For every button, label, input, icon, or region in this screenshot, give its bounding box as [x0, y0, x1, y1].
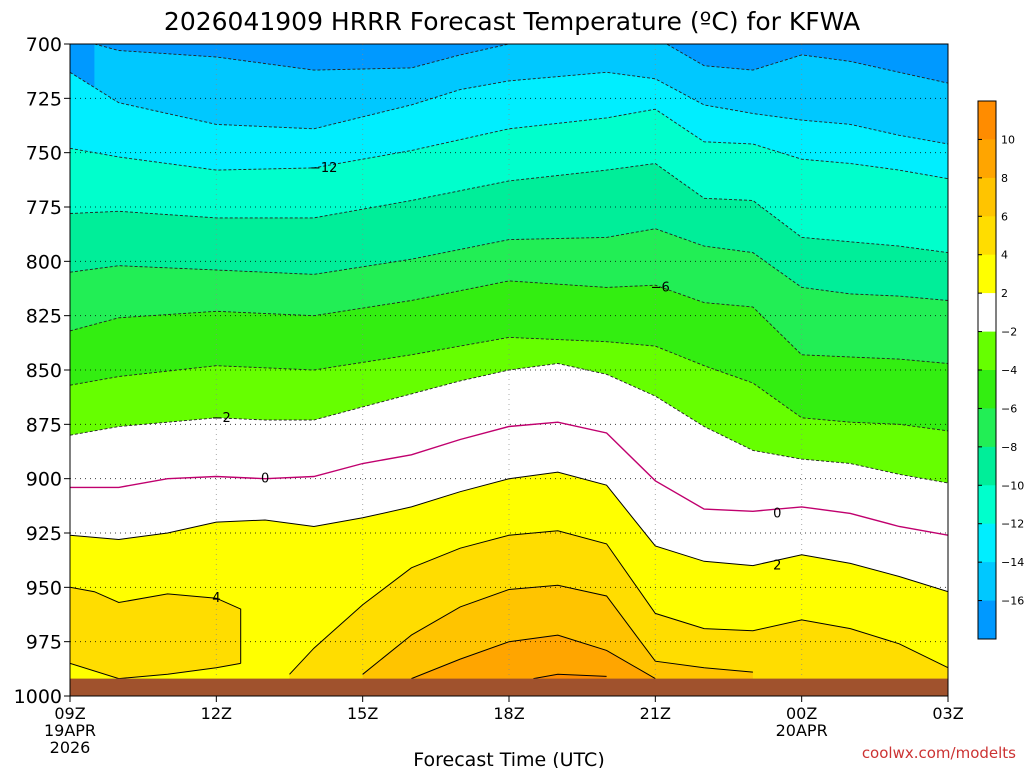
contour-label: 0	[773, 506, 781, 521]
contour-0	[70, 421, 948, 536]
y-tick-label: 825	[26, 306, 62, 328]
x-tick-label: 00Z	[786, 704, 817, 723]
colorbar: 10 8 6 4 2 −2 −4 −6 −8 −10 −12 −14 −16	[977, 100, 1024, 640]
y-tick-label: 1000	[14, 686, 62, 708]
x-tick-label: 03Z	[932, 704, 963, 723]
y-axis: 700 725 750 775 800 825 850 875 900 925 950 975 1000	[14, 34, 70, 708]
colorbar-label: 8	[1001, 172, 1008, 185]
colorbar-swatch	[978, 523, 996, 563]
y-tick-label: 775	[26, 197, 62, 219]
contour--2	[70, 363, 948, 484]
y-tick-label: 850	[26, 360, 62, 382]
colorbar-label: −16	[1001, 595, 1024, 608]
colorbar-label: 4	[1001, 249, 1008, 262]
colorbar-swatch	[978, 177, 996, 217]
colorbar-swatch	[978, 293, 996, 332]
contour-4	[70, 586, 242, 680]
x-date-label: 19APR	[44, 721, 96, 740]
ground-layer	[70, 678, 948, 696]
y-tick-label: 800	[26, 251, 62, 273]
colorbar-label: −12	[1001, 518, 1024, 531]
colorbar-label: −4	[1001, 364, 1017, 377]
x-tick-label: 18Z	[493, 704, 524, 723]
contour-lines	[70, 44, 948, 680]
contour-label: −12	[310, 161, 337, 176]
x-tick-label: 09Z	[54, 704, 85, 723]
x-year-label: 2026	[50, 738, 91, 757]
colorbar-swatch	[978, 562, 996, 601]
colorbar-label: −2	[1001, 326, 1017, 339]
contour-labels: −12 −6 −2 0 0 2 4	[212, 161, 782, 606]
colorbar-label: 10	[1001, 133, 1015, 146]
colorbar-label: −6	[1001, 402, 1017, 415]
colorbar-swatch	[978, 446, 996, 486]
y-tick-label: 700	[26, 34, 62, 56]
y-tick-label: 725	[26, 88, 62, 110]
contour-10	[533, 673, 607, 680]
contour--14	[70, 71, 948, 145]
colorbar-label: −14	[1001, 556, 1024, 569]
colorbar-label: −10	[1001, 479, 1024, 492]
colorbar-label: 2	[1001, 287, 1008, 300]
x-tick-label: 15Z	[347, 704, 378, 723]
colorbar-label: 6	[1001, 210, 1008, 223]
colorbar-swatch	[978, 370, 996, 409]
contour--12	[70, 108, 948, 180]
y-tick-label: 925	[26, 523, 62, 545]
contour-2	[70, 471, 948, 593]
contour-6	[362, 584, 753, 675]
y-tick-label: 875	[26, 414, 62, 436]
contour-label: −6	[651, 280, 670, 295]
y-tick-label: 900	[26, 469, 62, 491]
x-date-label: 20APR	[776, 721, 828, 740]
y-tick-label: 975	[26, 632, 62, 654]
colorbar-swatch	[978, 139, 996, 179]
colorbar-swatch	[978, 485, 996, 525]
colorbar-label: −8	[1001, 441, 1017, 454]
contour-label: −2	[212, 411, 231, 426]
contour-label: 4	[212, 591, 220, 606]
contour--10	[70, 163, 948, 254]
band-above-4	[70, 587, 241, 679]
contour--6	[70, 280, 948, 364]
colorbar-swatch	[978, 216, 996, 256]
plot-area	[70, 44, 948, 696]
y-tick-label: 950	[26, 577, 62, 599]
contour-4	[289, 530, 948, 675]
colorbar-swatch	[978, 600, 996, 640]
x-tick-label: 12Z	[201, 704, 232, 723]
colorbar-swatch	[978, 254, 996, 294]
contour-label: 2	[773, 559, 781, 574]
contour--4	[70, 336, 948, 432]
colorbar-swatch	[978, 331, 996, 371]
colorbar-swatch	[978, 101, 996, 140]
contour--8	[70, 228, 948, 301]
x-tick-label: 21Z	[640, 704, 671, 723]
temperature-bands	[70, 44, 948, 696]
contour-8	[411, 634, 656, 680]
colorbar-swatch	[978, 408, 996, 448]
contour-label: 0	[261, 472, 269, 487]
y-tick-label: 750	[26, 143, 62, 165]
chart-title: 2026041909 HRRR Forecast Temperature (ºC…	[164, 7, 860, 36]
credit-link[interactable]: coolwx.com/modelts	[862, 744, 1016, 762]
x-axis-label: Forecast Time (UTC)	[413, 749, 604, 768]
contour--16	[94, 44, 948, 84]
